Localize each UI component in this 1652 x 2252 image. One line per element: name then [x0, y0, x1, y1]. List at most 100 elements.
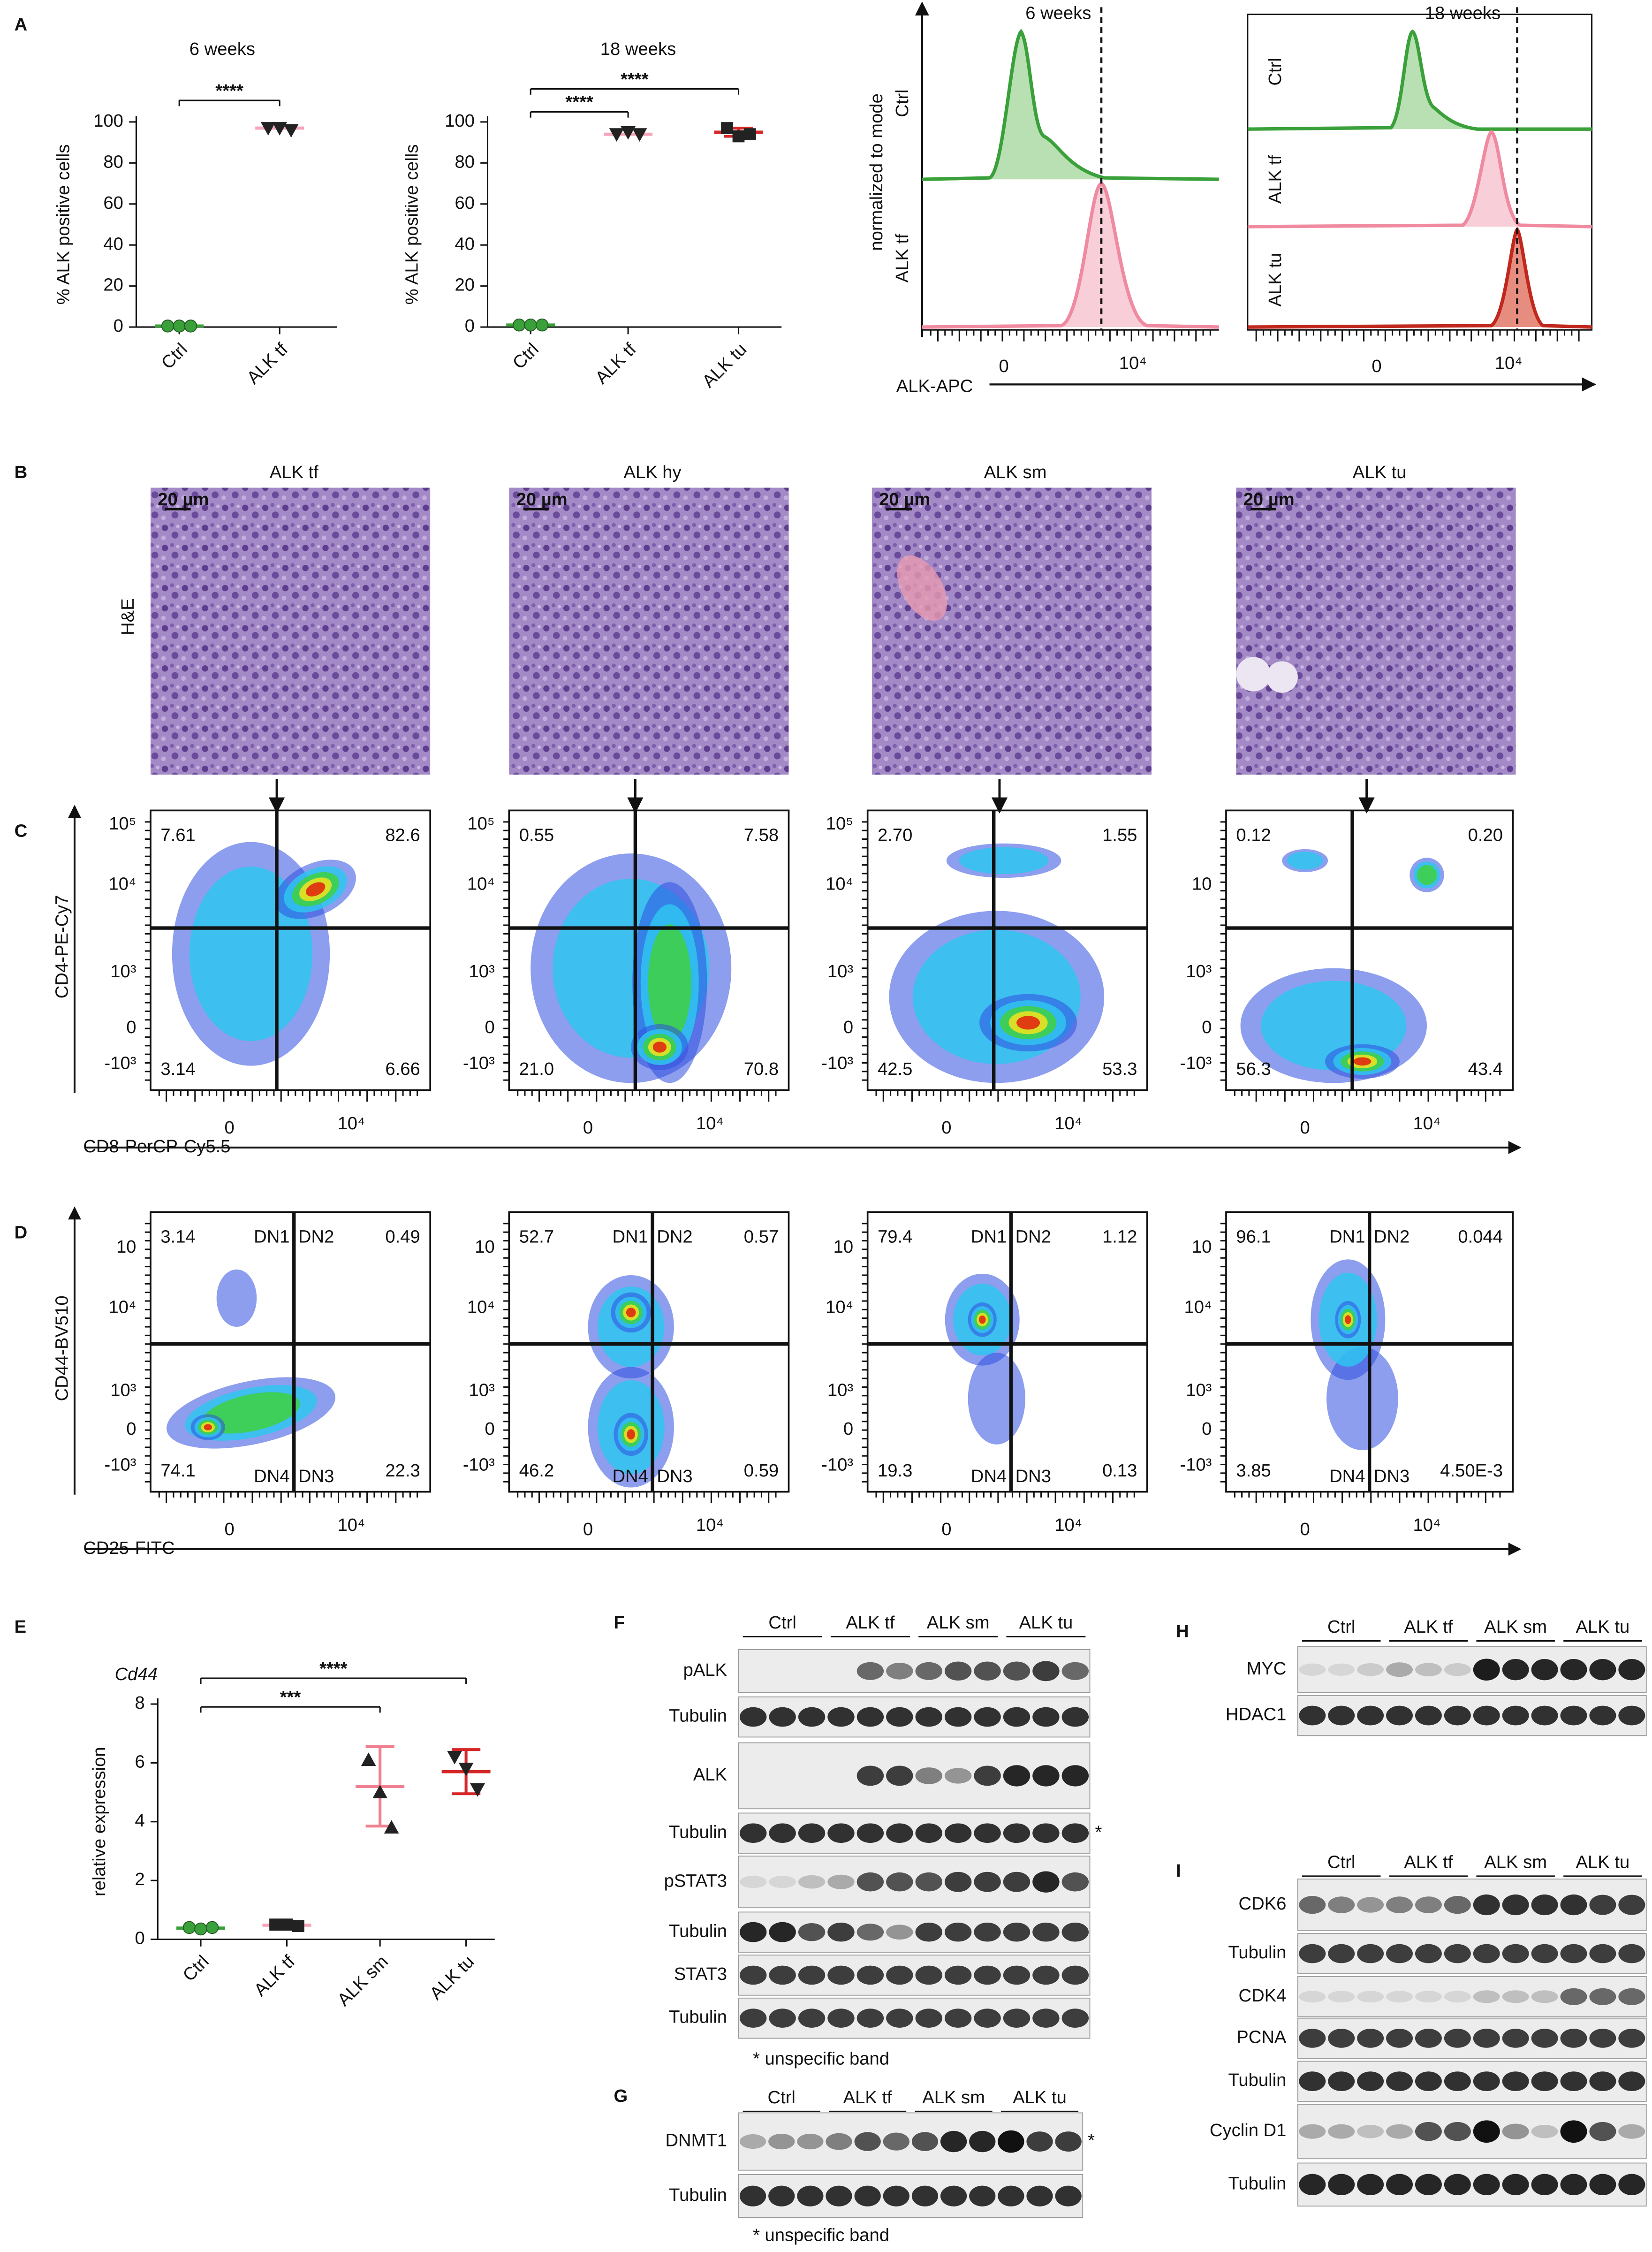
blot-band — [974, 1872, 1001, 1892]
blot-band — [1003, 1765, 1031, 1787]
histogram-row-label: ALK tu — [1265, 253, 1285, 307]
sample-title: ALK sm — [984, 462, 1047, 482]
blot-band — [1444, 1705, 1471, 1726]
blot-band — [1299, 1991, 1326, 2003]
data-point — [512, 318, 526, 332]
data-point — [194, 1922, 207, 1936]
blot-band — [1560, 2071, 1587, 2092]
blot-band — [1618, 1894, 1645, 1915]
blot-band — [769, 1922, 796, 1942]
density-cloud — [959, 847, 1049, 875]
y-tick-label: 80 — [455, 152, 474, 172]
x-tick-label: 0 — [1300, 1519, 1310, 1539]
gate-label: DN3 — [298, 1466, 334, 1486]
y-axis-label: relative expression — [89, 1747, 109, 1897]
blot-band — [1618, 2071, 1645, 2092]
blot-band — [769, 1876, 796, 1888]
data-point — [361, 1752, 376, 1766]
blot-band — [883, 2132, 909, 2151]
blot-band — [974, 1765, 1001, 1786]
blot-band — [974, 1823, 1001, 1843]
blot-band — [1560, 2120, 1587, 2143]
gate-label: DN3 — [1374, 1466, 1410, 1486]
blot-band — [1502, 1894, 1529, 1916]
blot-band — [1589, 1705, 1616, 1726]
blot-band — [1357, 2174, 1384, 2195]
blot-row-label: Tubulin — [669, 1921, 727, 1941]
y-tick-label: 10⁵ — [826, 814, 853, 834]
blot-band — [1473, 1990, 1500, 2003]
y-tick-label: 4 — [135, 1811, 145, 1831]
blot-band — [798, 1875, 826, 1889]
blot-band — [1473, 1659, 1500, 1681]
data-point — [292, 1920, 304, 1932]
x-axis-label: ALK-APC — [896, 376, 973, 396]
blot-band — [854, 2185, 881, 2206]
blot-row-label: HDAC1 — [1226, 1704, 1286, 1725]
x-tick-label: 0 — [941, 1118, 951, 1138]
density-cloud — [1016, 1016, 1040, 1030]
blot-band — [1618, 2174, 1645, 2195]
blot-band — [1328, 2124, 1355, 2139]
y-tick-label: -10³ — [105, 1455, 136, 1475]
blot-row-label: STAT3 — [674, 1964, 727, 1984]
blot-row-label: ALK — [693, 1765, 727, 1785]
blot-band — [940, 2185, 967, 2206]
blot-band — [739, 2185, 766, 2206]
y-tick-label: 40 — [103, 234, 123, 254]
y-tick-label: -10³ — [463, 1053, 495, 1073]
blot-band — [1618, 2029, 1645, 2048]
blot-band — [1589, 2071, 1616, 2092]
blot-band — [1032, 1922, 1060, 1942]
quadrant-value: 19.3 — [878, 1461, 912, 1481]
blot-strip — [1297, 2104, 1647, 2160]
density-cloud — [216, 1269, 257, 1327]
x-axis-label: CD8-PerCP-Cy5.5 — [83, 1136, 230, 1156]
blot-row-label: Cyclin D1 — [1210, 2120, 1286, 2140]
blot-band — [1299, 1896, 1326, 1914]
y-tick-label: -10³ — [1180, 1455, 1212, 1475]
blot-band — [1061, 1872, 1089, 1892]
data-point — [184, 320, 197, 333]
y-tick-label: 10 — [834, 1237, 853, 1257]
blot-band — [856, 2009, 884, 2028]
blot-strip — [738, 1911, 1091, 1953]
y-tick-label: 60 — [103, 193, 123, 213]
panel-label: G — [614, 2086, 628, 2106]
blot-band — [798, 1707, 826, 1727]
y-tick-label: 10⁴ — [826, 1297, 853, 1317]
blot-band — [740, 2009, 767, 2028]
x-tick-label: 10⁴ — [338, 1113, 365, 1134]
blot-band — [769, 2009, 796, 2028]
y-axis-label: normalized to mode — [866, 93, 887, 251]
blot-row-label: PCNA — [1236, 2027, 1287, 2047]
data-point — [621, 126, 636, 140]
histogram-fill — [1247, 229, 1592, 327]
histology-feature — [1266, 661, 1298, 693]
data-point — [744, 128, 756, 140]
blot-band — [1502, 1705, 1529, 1726]
data-point — [260, 122, 276, 136]
blot-strip — [1297, 2061, 1647, 2102]
panel-label: H — [1176, 1621, 1189, 1641]
blot-strip — [1297, 1646, 1647, 1693]
histology-image — [509, 487, 789, 775]
y-tick-label: 10³ — [827, 1380, 853, 1400]
y-tick-label: 0 — [465, 316, 475, 336]
y-tick-label: 10⁴ — [467, 874, 495, 894]
significance-label: **** — [319, 1659, 348, 1679]
y-tick-label: 100 — [93, 111, 123, 131]
data-point — [161, 320, 174, 333]
quadrant-value: 0.55 — [519, 825, 554, 845]
blot-band — [856, 1765, 884, 1786]
histogram-title: 18 weeks — [1425, 3, 1500, 23]
blot-band — [944, 1707, 972, 1727]
blot-band — [826, 2185, 852, 2206]
blot-band — [1415, 2122, 1442, 2141]
blot-band — [974, 1965, 1001, 1985]
density-cloud — [652, 1042, 667, 1053]
blot-band — [969, 2130, 996, 2153]
blot-band — [1444, 2071, 1471, 2092]
histogram-fill — [1247, 31, 1592, 129]
lane-group-label: Ctrl — [1327, 1617, 1355, 1637]
